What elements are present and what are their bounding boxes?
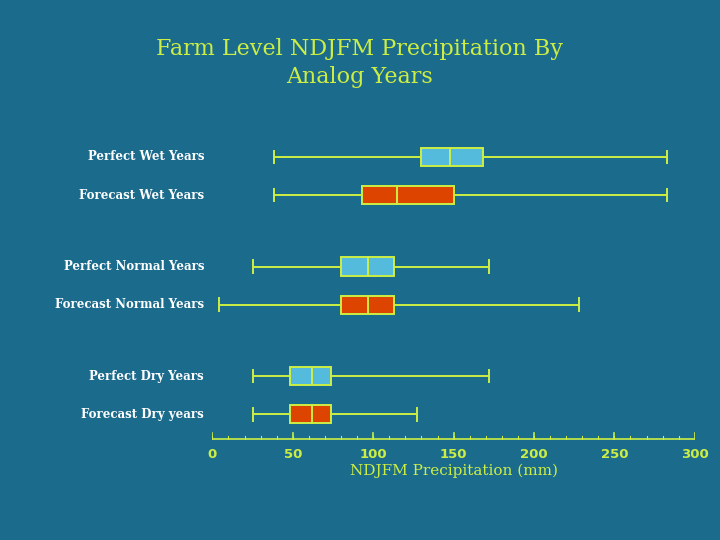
Text: 200: 200 — [520, 448, 548, 461]
Bar — [421, 148, 482, 166]
Text: 150: 150 — [440, 448, 467, 461]
Bar — [341, 258, 394, 275]
Bar — [362, 186, 454, 204]
Text: Perfect Normal Years: Perfect Normal Years — [63, 260, 204, 273]
Bar — [289, 405, 331, 423]
Text: Forecast Normal Years: Forecast Normal Years — [55, 298, 204, 311]
Text: 50: 50 — [284, 448, 302, 461]
Text: Perfect Dry Years: Perfect Dry Years — [89, 369, 204, 383]
Text: Forecast Wet Years: Forecast Wet Years — [79, 188, 204, 201]
Text: 0: 0 — [208, 448, 217, 461]
Bar — [341, 295, 394, 314]
Text: 250: 250 — [600, 448, 628, 461]
Text: 100: 100 — [359, 448, 387, 461]
Text: 300: 300 — [681, 448, 708, 461]
Text: Perfect Wet Years: Perfect Wet Years — [88, 151, 204, 164]
Text: Farm Level NDJFM Precipitation By
Analog Years: Farm Level NDJFM Precipitation By Analog… — [156, 38, 564, 87]
Bar — [289, 367, 331, 385]
Text: Forecast Dry years: Forecast Dry years — [81, 408, 204, 421]
Text: NDJFM Precipitation (mm): NDJFM Precipitation (mm) — [350, 464, 557, 478]
